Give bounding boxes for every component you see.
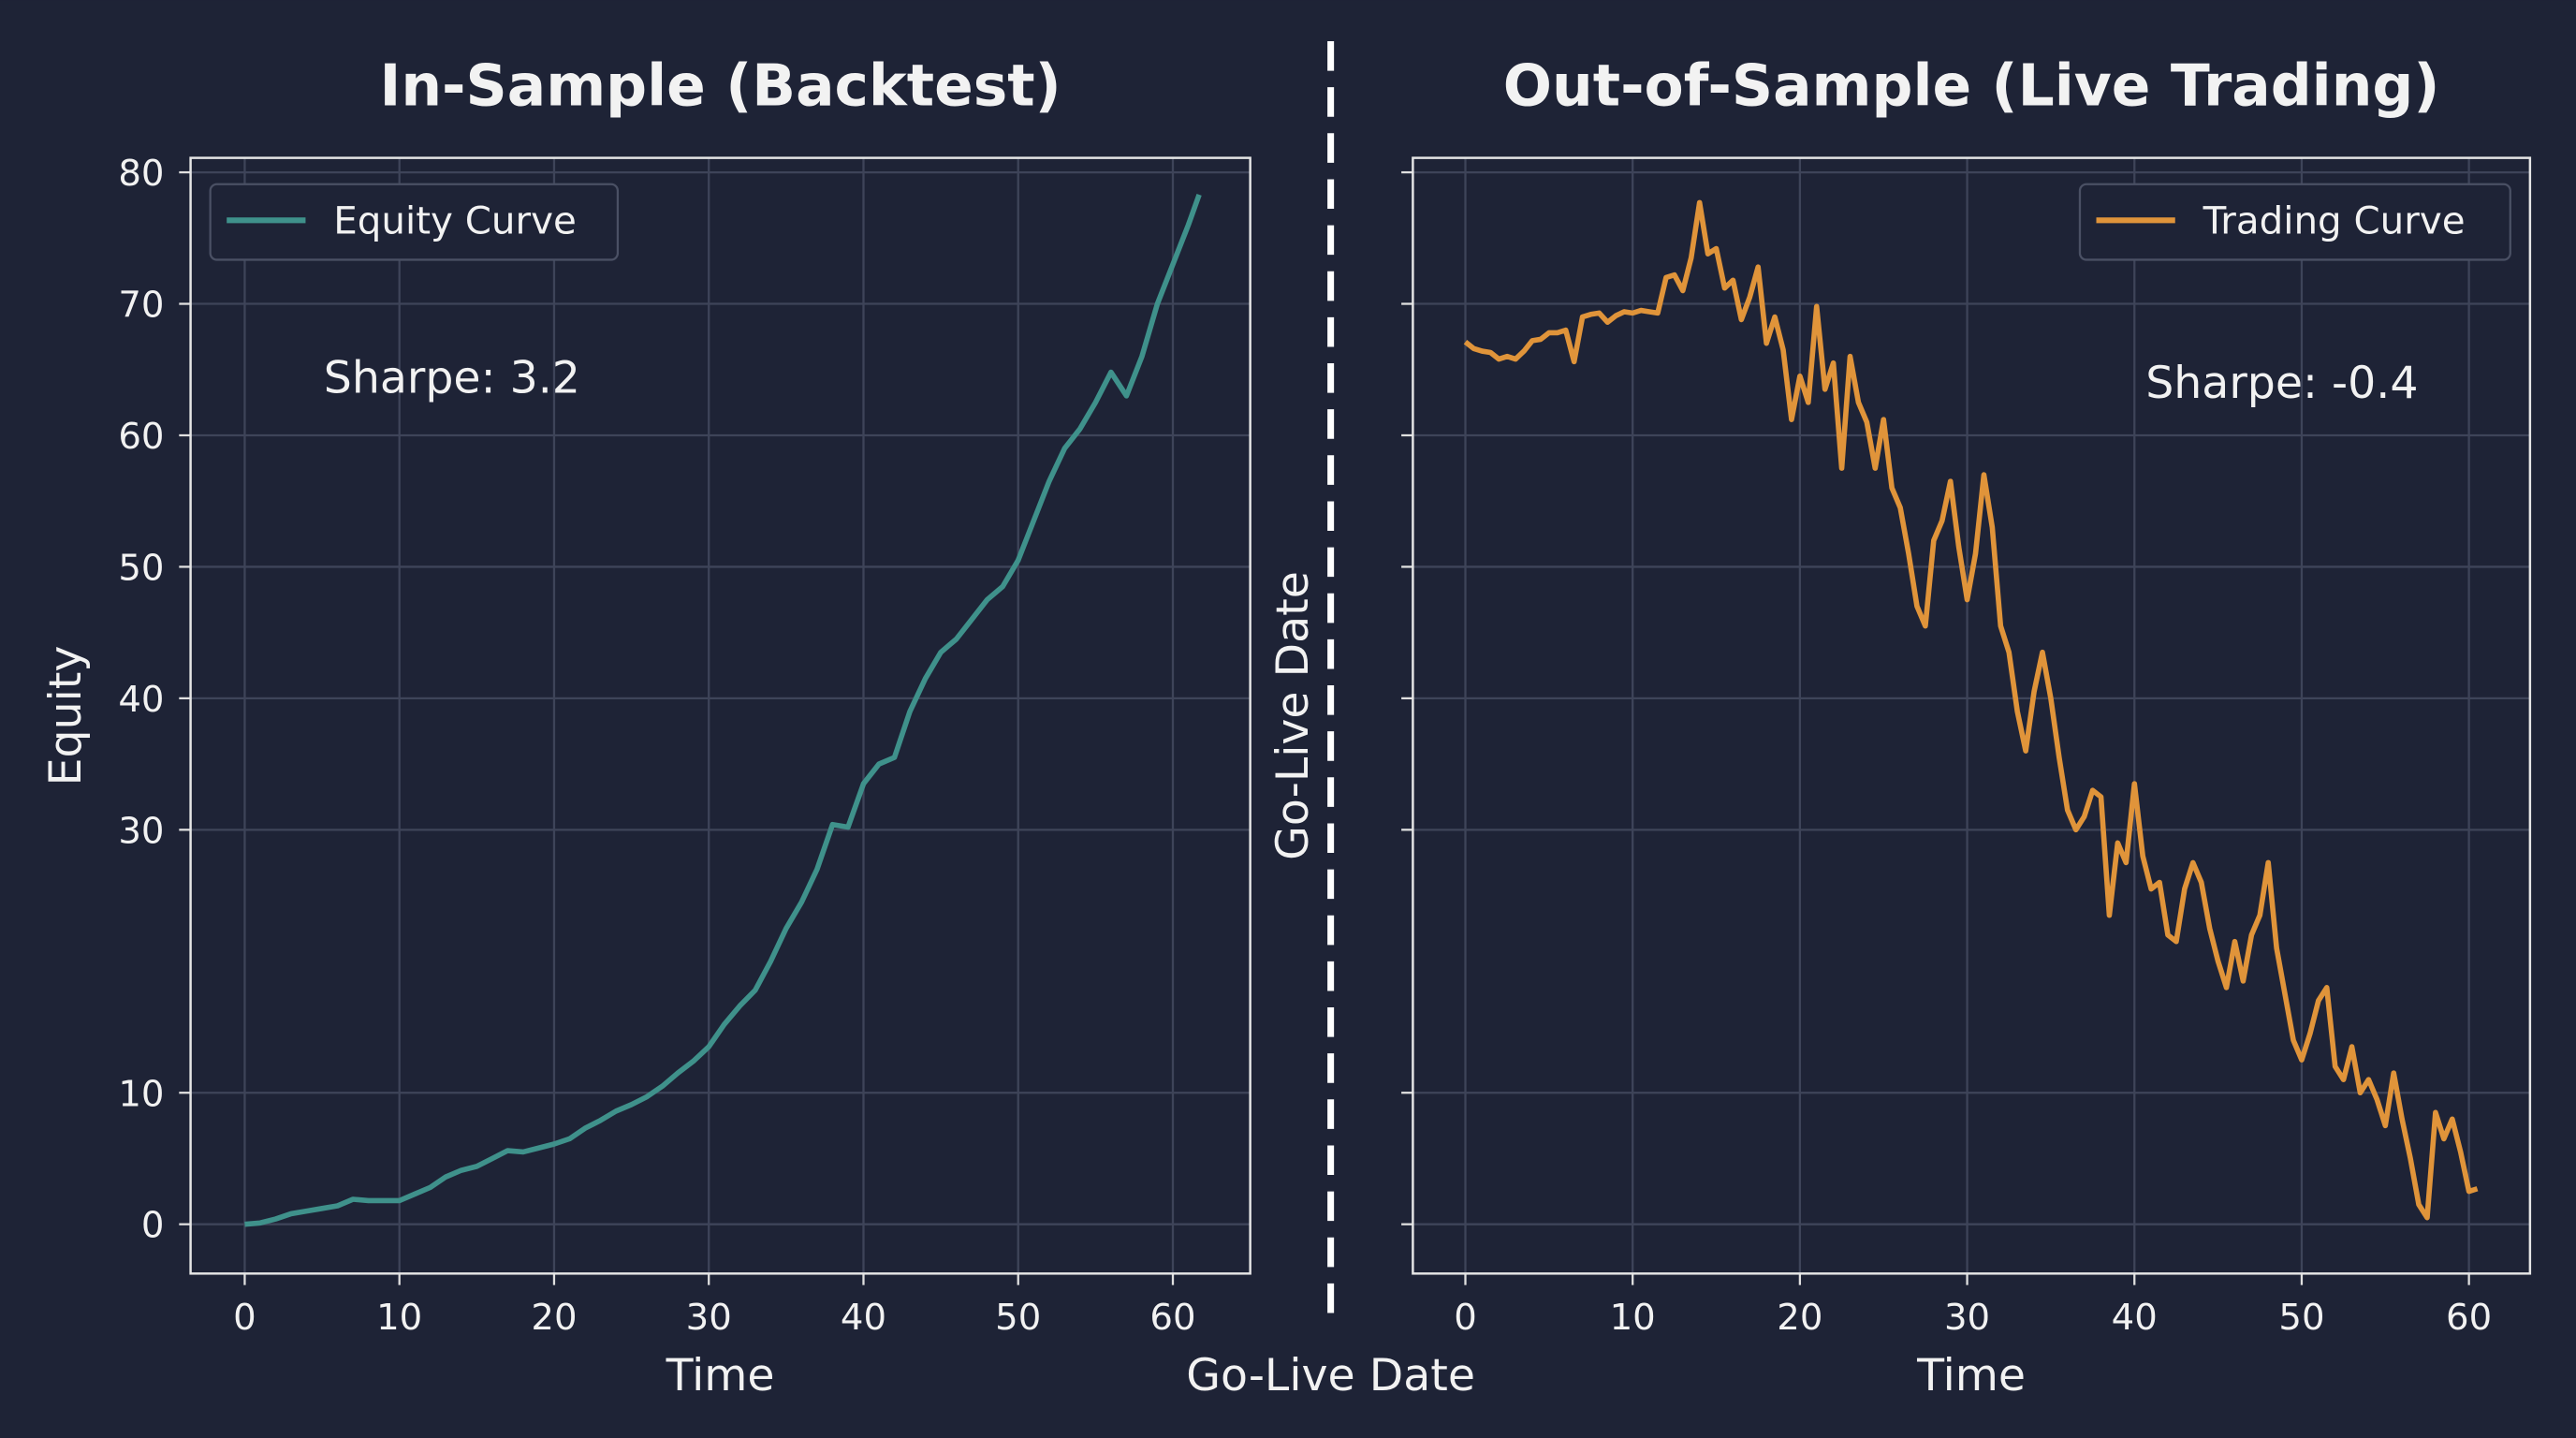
- y-tick-label: 80: [118, 153, 164, 195]
- x-tick-label: 60: [1149, 1297, 1195, 1339]
- x-tick-label: 10: [1610, 1297, 1656, 1339]
- y-tick-label: 70: [118, 285, 164, 327]
- chart-title: In-Sample (Backtest): [379, 52, 1061, 119]
- y-tick-label: 50: [118, 547, 164, 589]
- plot-frame: [1412, 156, 2532, 1275]
- x-tick-label: 0: [1454, 1297, 1477, 1339]
- x-tick-label: 40: [2112, 1297, 2158, 1339]
- x-tick-label: 10: [376, 1297, 422, 1339]
- y-tick-label: 10: [118, 1073, 164, 1115]
- y-axis-label: Equity: [40, 646, 92, 786]
- y-tick-label: 0: [141, 1205, 165, 1247]
- annotation: Sharpe: 3.2: [324, 353, 580, 404]
- legend-label: Equity Curve: [333, 198, 577, 242]
- x-axis-label: Time: [666, 1350, 775, 1401]
- y-tick-label: 40: [118, 679, 164, 721]
- chart-title: Out-of-Sample (Live Trading): [1503, 52, 2440, 119]
- x-tick-label: 20: [531, 1297, 577, 1339]
- legend-box: [2078, 183, 2511, 261]
- y-tick-label: 30: [118, 810, 164, 852]
- y-tick-label: 60: [118, 416, 164, 458]
- x-axis-label: Time: [1916, 1350, 2026, 1401]
- series-line: [244, 194, 1202, 1227]
- x-tick-label: 20: [1777, 1297, 1822, 1339]
- y-axis-label: Go-Live Date: [1267, 571, 1319, 860]
- x-tick-label: 30: [686, 1297, 732, 1339]
- series-line: [1463, 199, 2479, 1221]
- x-tick-label: 50: [2278, 1297, 2324, 1339]
- x-tick-label: 30: [1944, 1297, 1990, 1339]
- legend-label: Trading Curve: [2203, 198, 2466, 242]
- x-tick-label: 60: [2446, 1297, 2492, 1339]
- divider-label: Go-Live Date: [1186, 1350, 1475, 1401]
- x-tick-label: 50: [995, 1297, 1041, 1339]
- x-tick-label: 0: [233, 1297, 256, 1339]
- annotation: Sharpe: -0.4: [2145, 358, 2418, 409]
- x-tick-label: 40: [841, 1297, 886, 1339]
- plot-frame: [189, 156, 1251, 1275]
- legend-box: [209, 183, 620, 261]
